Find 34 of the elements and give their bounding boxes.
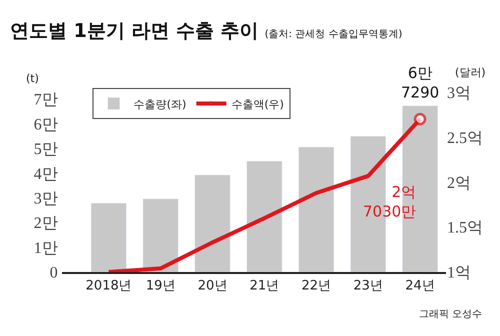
x-tick-label: 2018년 (86, 278, 132, 294)
x-tick-label: 19년 (146, 278, 176, 294)
bar (298, 146, 334, 272)
y-tick-label: 3만 (34, 190, 58, 208)
chart-title: 연도별 1분기 라면 수출 추이 (10, 20, 259, 42)
bar (246, 160, 282, 272)
y-tick-label: 7만 (34, 92, 58, 109)
x-tick-label: 23년 (353, 278, 383, 294)
y-tick-label: 5만 (34, 141, 58, 158)
legend-label: 수출량(좌) (134, 98, 186, 111)
legend-label: 수출액(우) (231, 98, 284, 111)
y2-tick-label: 2.5억 (447, 130, 483, 147)
bar (142, 198, 178, 272)
annotation: 2억 7030만 (363, 183, 416, 220)
y2-tick-label: 1.5억 (447, 220, 483, 237)
annotation: 6만 7290 (401, 64, 440, 102)
y2-tick-label: 3억 (447, 85, 471, 102)
y2-axis-title: (달러) (455, 66, 486, 79)
y-axis-title: (t) (26, 72, 39, 85)
y-tick-label: 2만 (34, 215, 58, 232)
chart-subtitle: (출처: 관세청 수출입무역통계) (264, 28, 402, 40)
bar (194, 174, 230, 272)
y2-tick-label: 2억 (447, 174, 471, 192)
y-tick-label: 4만 (34, 166, 58, 183)
x-tick-label: 21년 (250, 278, 280, 294)
bar (90, 202, 127, 272)
y2-tick-label: 1억 (447, 264, 471, 282)
y-tick-label: 6만 (34, 116, 58, 134)
text: 그래픽 오성수 (419, 309, 482, 320)
x-tick-label: 20년 (198, 278, 228, 294)
y-tick-label: 1만 (34, 240, 58, 257)
y-tick-label: 0 (50, 264, 58, 282)
x-tick-label: 24년 (405, 278, 435, 294)
x-tick-label: 22년 (301, 278, 332, 294)
